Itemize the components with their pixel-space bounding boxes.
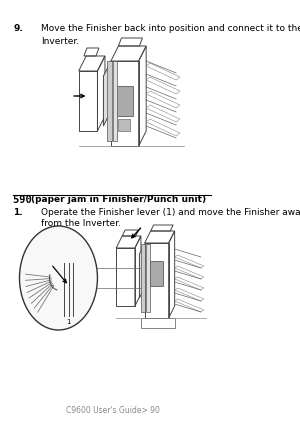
Bar [150, 262, 164, 286]
Bar [141, 245, 146, 312]
Text: 9.: 9. [14, 24, 23, 33]
Text: 1: 1 [67, 318, 71, 324]
Bar [113, 62, 117, 142]
Polygon shape [140, 243, 146, 298]
Bar [107, 62, 112, 142]
Text: C9600 User's Guide> 90: C9600 User's Guide> 90 [65, 405, 159, 414]
Bar [116, 87, 133, 117]
Bar [118, 120, 130, 132]
Text: from the Inverter.: from the Inverter. [41, 219, 121, 227]
Bar [141, 318, 175, 328]
Text: Move the Finisher back into position and connect it to the: Move the Finisher back into position and… [41, 24, 300, 33]
Polygon shape [103, 62, 111, 127]
Text: 590: 590 [14, 195, 38, 204]
Circle shape [20, 227, 98, 330]
Text: 1.: 1. [14, 207, 23, 216]
Bar [146, 245, 150, 312]
Text: (paper jam in Finisher/Punch unit): (paper jam in Finisher/Punch unit) [32, 195, 207, 204]
Text: Inverter.: Inverter. [41, 37, 80, 46]
Text: Operate the Finisher lever (1) and move the Finisher away: Operate the Finisher lever (1) and move … [41, 207, 300, 216]
